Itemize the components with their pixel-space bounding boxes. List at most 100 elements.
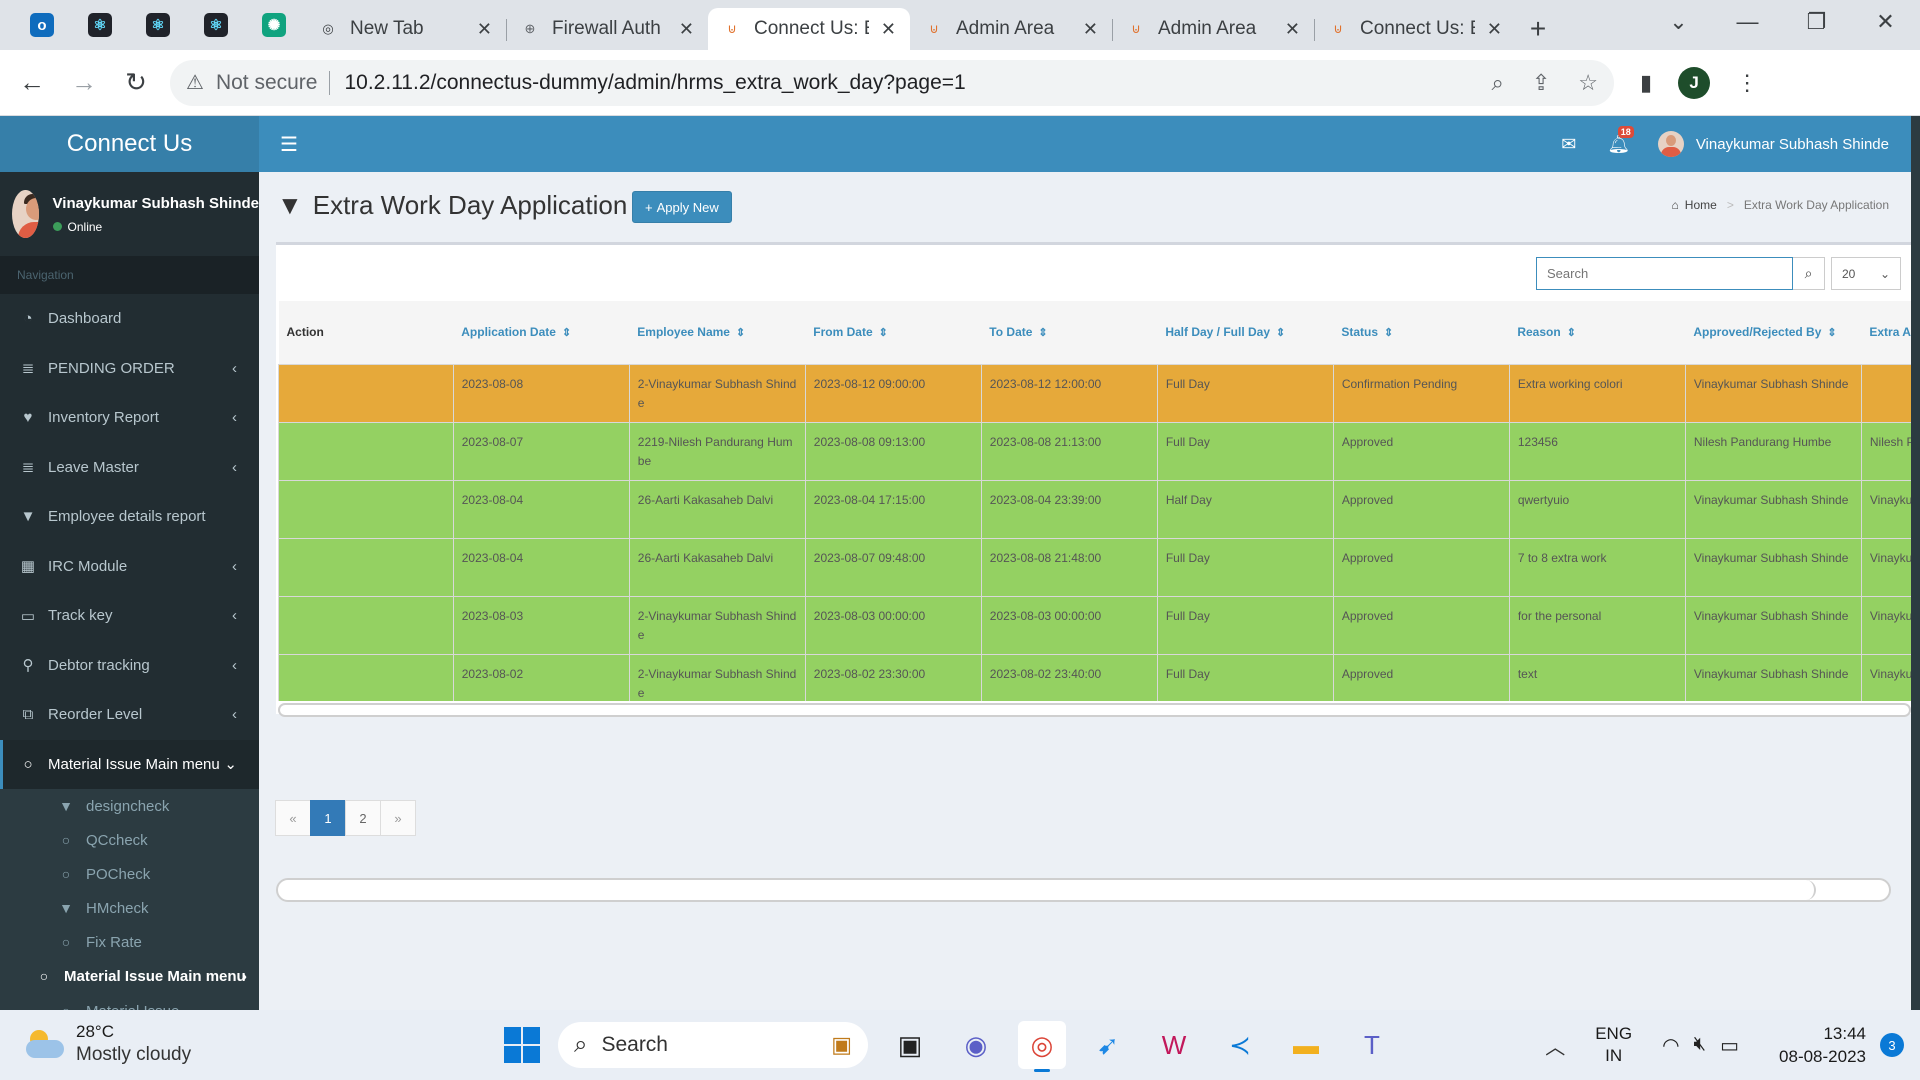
page-horizontal-scrollbar[interactable] (276, 878, 1891, 902)
table-wrapper[interactable]: Action Application Date ⇕ Employee Name ⇕ Fro… (278, 301, 1911, 701)
search-input[interactable] (1536, 257, 1793, 290)
pinned-tab-react-3[interactable]: ⚛ (196, 9, 236, 41)
column-header[interactable]: From Date ⇕ (805, 301, 982, 364)
pinned-tab-chatgpt[interactable]: ✺ (254, 9, 294, 41)
pagination-prev[interactable]: « (275, 800, 311, 836)
pinned-tab-react-1[interactable]: ⚛ (80, 9, 120, 41)
table-row[interactable]: 2023-08-04 26-Aarti Kakasaheb Dalvi 2023-0… (278, 479, 1911, 539)
bell-icon[interactable]: 🔔︎ 18 (1594, 125, 1644, 155)
chrome-icon[interactable]: ◎ (1018, 1021, 1066, 1072)
close-window-button[interactable]: ✕ (1876, 9, 1895, 34)
back-button[interactable]: ← (19, 67, 45, 97)
column-header[interactable]: Extra Approve By⇕ (1861, 301, 1911, 364)
table-row[interactable]: 2023-08-08 2-Vinaykumar Subhash Shinde 202… (278, 363, 1911, 423)
sidebar-item-reorder-level[interactable]: ⧉ Reorder Level ‹ (0, 690, 259, 740)
mail-icon[interactable]: ✉ (1561, 133, 1577, 154)
sidebar-item-dashboard[interactable]: ◔ Dashboard (0, 294, 259, 344)
column-header[interactable]: Reason ⇕ (1509, 301, 1686, 364)
sidebar-item-irc-module[interactable]: ▦ IRC Module ‹ (0, 542, 259, 592)
vscode-icon[interactable]: ≺ (1229, 1029, 1251, 1060)
scrollbar-thumb[interactable] (278, 880, 1816, 900)
notification-count-badge[interactable]: 3 (1880, 1033, 1904, 1057)
table-row[interactable]: 2023-08-03 2-Vinaykumar Subhash Shinde 202… (278, 595, 1911, 655)
column-header[interactable]: Application Date ⇕ (453, 301, 630, 364)
close-tab-icon[interactable]: ✕ (1082, 18, 1098, 39)
sidebar-item-track-key[interactable]: ▭ Track key ‹ (0, 591, 259, 641)
submenu-item-nested-menu[interactable]: ○ Material Issue Main menu › (0, 959, 259, 993)
close-tab-icon[interactable]: ✕ (476, 18, 492, 39)
sidebar-item-material-issue-main-menu[interactable]: ○ Material Issue Main menu ⌄ (0, 739, 259, 789)
column-header[interactable]: To Date ⇕ (981, 301, 1158, 364)
table-row[interactable]: 2023-08-02 2-Vinaykumar Subhash Shinde 202… (278, 653, 1911, 701)
close-tab-icon[interactable]: ✕ (1284, 18, 1300, 39)
profile-avatar[interactable]: J (1678, 66, 1711, 99)
chevron-up-icon[interactable]: ︿ (1545, 1036, 1566, 1059)
column-header[interactable]: Half Day / Full Day ⇕ (1157, 301, 1334, 364)
close-tab-icon[interactable]: ✕ (880, 18, 896, 39)
windows-start-icon[interactable] (504, 1027, 540, 1063)
browser-tab[interactable]: ⊍ Admin Area ✕ (910, 8, 1112, 50)
column-header[interactable]: Employee Name ⇕ (629, 301, 806, 364)
minimize-button[interactable]: — (1736, 9, 1759, 34)
search-button[interactable]: ⌕ (1793, 257, 1825, 290)
pagination-page[interactable]: 1 (310, 800, 346, 836)
submenu-item-hmcheck[interactable]: ▼ HMcheck (0, 891, 259, 925)
per-page-select[interactable]: 20 ⌄ (1831, 257, 1901, 290)
language-indicator[interactable]: ENG IN (1595, 1023, 1632, 1067)
sidebar-item-employee-details-report[interactable]: ▼ Employee details report (0, 492, 259, 542)
task-view-icon[interactable]: ▣ (897, 1029, 923, 1060)
clock[interactable]: 13:44 08-08-2023 (1779, 1022, 1866, 1068)
pagination-page[interactable]: 2 (345, 800, 381, 836)
submenu-item-material-issue[interactable]: ○ Material Issue (0, 993, 259, 1010)
sidebar-item-pending-order[interactable]: ≣ PENDING ORDER ‹ (0, 344, 259, 394)
url-text[interactable]: 10.2.11.2/connectus-dummy/admin/hrms_ext… (344, 70, 966, 94)
browser-tab[interactable]: ⊍ Admin Area ✕ (1112, 8, 1314, 50)
sidebar-item-debtor-tracking[interactable]: ⚲ Debtor tracking ‹ (0, 641, 259, 691)
weather-widget[interactable]: 28°C Mostly cloudy (26, 1022, 191, 1066)
hamburger-menu-icon[interactable]: ☰ (280, 133, 298, 156)
menu-kebab-icon[interactable]: ⋮ (1736, 69, 1759, 95)
browser-tab[interactable]: ◎ New Tab ✕ (304, 8, 506, 50)
table-horizontal-scrollbar[interactable] (278, 703, 1911, 717)
pinned-tab-react-2[interactable]: ⚛ (138, 9, 178, 41)
scrollbar-track[interactable] (1911, 116, 1920, 1010)
browser-tab[interactable]: ⊍ Connect Us: E ✕ (708, 8, 910, 50)
dolphin-app-icon[interactable]: ➹ (1097, 1029, 1119, 1060)
browser-tab[interactable]: ⊍ Connect Us: E ✕ (1314, 8, 1516, 50)
submenu-item-qccheck[interactable]: ○ QCcheck (0, 823, 259, 857)
column-header[interactable]: Status ⇕ (1333, 301, 1510, 364)
submenu-item-pocheck[interactable]: ○ POCheck (0, 857, 259, 891)
forward-button[interactable]: → (71, 67, 97, 97)
pinned-tab-outlook[interactable]: o (22, 9, 62, 41)
teams-icon[interactable]: T (1364, 1029, 1380, 1060)
sidebar-item-leave-master[interactable]: ≣ Leave Master ‹ (0, 443, 259, 493)
table-row[interactable]: 2023-08-07 2219-Nilesh Pandurang Humbe 202… (278, 421, 1911, 481)
taskbar-search[interactable]: ⌕ Search ▣ (558, 1022, 868, 1068)
omnibox[interactable]: ⚠ Not secure 10.2.11.2/connectus-dummy/a… (170, 59, 1614, 106)
new-tab-button[interactable]: + (1529, 13, 1547, 44)
bookmark-star-icon[interactable]: ☆ (1578, 69, 1598, 95)
navbar-user-menu[interactable]: Vinaykumar Subhash Shinde (1644, 131, 1911, 157)
zoom-icon[interactable]: ⌕ (1491, 69, 1504, 95)
tab-search-chevron-icon[interactable]: ⌄ (1669, 9, 1688, 34)
app-logo[interactable]: Connect Us (0, 116, 259, 172)
warning-icon[interactable]: ⚠ (186, 72, 204, 94)
pagination-next[interactable]: » (380, 800, 416, 836)
system-icons[interactable]: ◠ 🔇︎ ▭ (1662, 1033, 1739, 1058)
sidebar-item-inventory-report[interactable]: ♥ Inventory Report ‹ (0, 393, 259, 443)
share-icon[interactable]: ⇪ (1531, 69, 1551, 95)
submenu-item-fix-rate[interactable]: ○ Fix Rate (0, 925, 259, 959)
file-explorer-icon[interactable]: ▬ (1293, 1029, 1319, 1060)
close-tab-icon[interactable]: ✕ (678, 18, 694, 39)
column-header[interactable]: Approved/Rejected By ⇕ (1685, 301, 1862, 364)
apply-new-button[interactable]: + Apply New (632, 191, 732, 223)
side-panel-icon[interactable]: ▮ (1640, 69, 1653, 95)
reload-button[interactable]: ↻ (125, 67, 147, 97)
browser-tab[interactable]: ⊕ Firewall Auth ✕ (506, 8, 708, 50)
table-row[interactable]: 2023-08-04 26-Aarti Kakasaheb Dalvi 2023-0… (278, 537, 1911, 597)
restore-button[interactable]: ❐ (1806, 9, 1827, 34)
submenu-item-designcheck[interactable]: ▼ designcheck (0, 789, 259, 823)
teams-chat-icon[interactable]: ◉ (964, 1029, 988, 1060)
wps-office-icon[interactable]: W (1161, 1029, 1187, 1060)
close-tab-icon[interactable]: ✕ (1486, 18, 1502, 39)
